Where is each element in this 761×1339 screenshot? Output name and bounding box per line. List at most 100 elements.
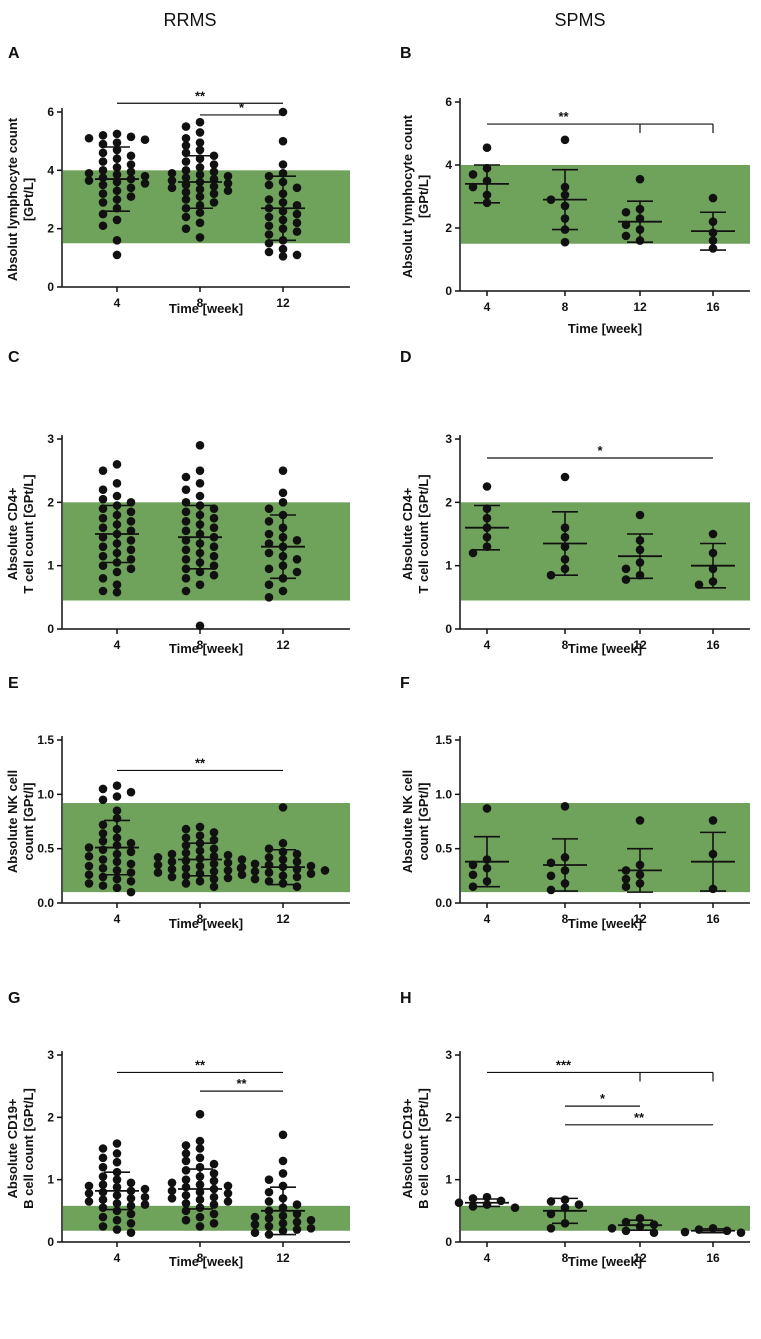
panel-e-data-point <box>84 870 94 880</box>
panel-e-data-point <box>98 820 108 830</box>
panel-d-y-title-line: T cell count [GPt/L] <box>416 474 431 593</box>
panel-g-ytick-label: 3 <box>47 1048 54 1062</box>
panel-e-ytick-label: 0.5 <box>37 842 54 856</box>
panel-a-data-point <box>140 171 150 181</box>
panel-d-xtick-label: 4 <box>484 638 491 652</box>
panel-g-data-point <box>195 1144 205 1153</box>
panel-d-data-point <box>482 482 492 491</box>
panel-e-data-point <box>126 787 136 797</box>
panel-b-series-12 <box>618 174 662 245</box>
panel-e-data-point <box>209 835 219 845</box>
panel-e-y-title-line: count [GPt/l] <box>21 783 36 861</box>
panel-f-data-point <box>468 860 478 870</box>
panel-c-data-point <box>181 526 191 536</box>
panel-d-data-point <box>621 564 631 574</box>
panel-f-data-point <box>546 885 556 895</box>
panel-c-data-point <box>195 479 205 488</box>
panel-g-data-point <box>98 1144 108 1153</box>
panel-h-data-point <box>468 1194 478 1203</box>
panel-c-data-point <box>126 555 136 564</box>
panel-c-data-point <box>209 570 219 580</box>
panel-g-data-point <box>209 1159 219 1169</box>
panel-h-y-title-line: Absolute CD19+ <box>400 1098 415 1198</box>
panel-g-data-point <box>223 1181 233 1191</box>
panel-a-data-point <box>167 168 177 178</box>
panel-d-data-point <box>694 580 704 589</box>
panel-f-data-point <box>635 816 645 825</box>
panel-e-data-point <box>153 853 163 862</box>
panel-e-data-point <box>195 876 205 886</box>
panel-g-y-title-line: Absolute CD19+ <box>5 1098 20 1198</box>
panel-g-data-point <box>181 1141 191 1150</box>
panel-e-data-point <box>292 882 302 891</box>
panel-c-data-point <box>292 555 302 564</box>
panel-g-data-point <box>140 1192 150 1202</box>
panel-a-data-point <box>98 221 108 231</box>
panel-c-data-point <box>209 542 219 551</box>
panel-e-data-point <box>98 836 108 846</box>
panel-e-data-point <box>84 851 94 861</box>
panel-g-data-point <box>195 1109 205 1119</box>
panel-h-series-8 <box>543 1195 587 1233</box>
panel-g-data-point <box>181 1182 191 1192</box>
panel-e-data-point <box>84 861 94 871</box>
panel-d-series-16 <box>691 529 735 589</box>
panel-f-data-point <box>482 804 492 813</box>
panel-g-data-point <box>209 1169 219 1178</box>
panel-e-data-point <box>98 855 108 864</box>
panel-b-xtick-label: 8 <box>562 300 569 314</box>
panel-e-data-point <box>209 851 219 861</box>
panel-e-data-point <box>167 857 177 867</box>
panel-a-xtick-label: 12 <box>276 296 290 310</box>
panel-e-data-point <box>223 850 233 860</box>
panel-h-data-point <box>680 1227 690 1237</box>
panel-g-data-point <box>181 1149 191 1158</box>
panel-g-data-point <box>98 1180 108 1189</box>
panel-g-data-point <box>140 1200 150 1209</box>
panel-h-data-point <box>546 1197 556 1206</box>
panel-g-data-point <box>98 1153 108 1163</box>
panel-a-data-point <box>112 138 122 147</box>
panel-h-significance-label: ** <box>634 1110 645 1125</box>
panel-e-data-point <box>195 822 205 832</box>
panel-c-y-title-line: Absolute CD4+ <box>5 487 20 580</box>
panel-c-xtick-label: 8 <box>197 638 204 652</box>
panel-h-x-title: Time [week] <box>568 1254 642 1269</box>
panel-f-y-title-line: count [GPt/l] <box>416 783 431 861</box>
panel-c-data-point <box>181 498 191 507</box>
panel-g-x-title: Time [week] <box>169 1254 243 1269</box>
panel-c-data-point <box>181 545 191 555</box>
panel-e-data-point <box>306 861 316 871</box>
panel-f-xtick-label: 4 <box>484 912 491 926</box>
panel-e-data-point <box>209 867 219 876</box>
panel-a: A 0 2 4 6 4 8 12 Time [week] Absolut lymphocyte c… <box>5 45 350 316</box>
panel-a-data-point <box>278 136 288 146</box>
panel-c-data-point <box>209 504 219 513</box>
panel-e-data-point <box>209 844 219 853</box>
panel-c-series-8 <box>178 441 222 631</box>
panel-a-data-point <box>84 176 94 185</box>
panel-g-data-point <box>126 1209 136 1219</box>
panel-e: E 0.0 0.5 1.0 1.5 4 8 12 Time [week] Absolute NK … <box>5 675 350 931</box>
panel-f-ytick-label: 0.5 <box>435 842 452 856</box>
panel-a-data-point <box>209 182 219 191</box>
panel-a-data-point <box>278 160 288 169</box>
panel-h-significance: ** <box>565 1110 713 1126</box>
panel-c-data-point <box>112 491 122 501</box>
panel-c-data-point <box>126 507 136 517</box>
panel-g-data-point <box>250 1228 260 1237</box>
panel-h-significance-label: *** <box>556 1057 572 1072</box>
panel-a-data-point <box>126 183 136 193</box>
panel-g-data-point <box>112 1139 122 1148</box>
panel-g-data-point <box>278 1181 288 1191</box>
panel-c-data-point <box>98 504 108 513</box>
panel-c-data-point <box>278 466 288 475</box>
panel-h-data-point <box>510 1203 520 1213</box>
panel-c-data-point <box>292 536 302 545</box>
panel-e-data-point <box>181 824 191 834</box>
panel-a-data-point <box>278 252 288 261</box>
panel-e-data-point <box>126 859 136 869</box>
panel-g-data-point <box>209 1200 219 1209</box>
panel-a-significance-label: ** <box>195 88 206 103</box>
